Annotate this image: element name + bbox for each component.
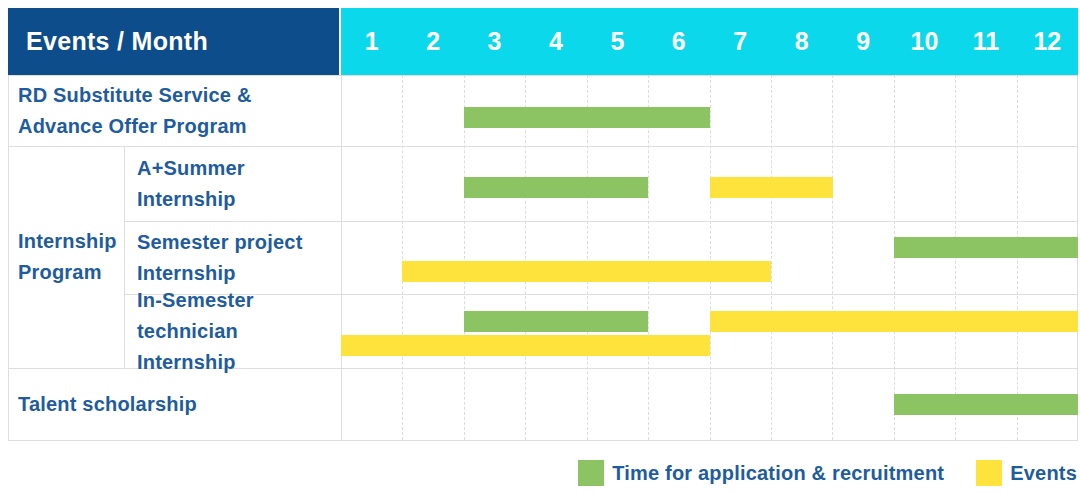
month-label-7: 7 [710, 27, 771, 56]
month-label-8: 8 [771, 27, 832, 56]
month-label-6: 6 [648, 27, 709, 56]
grid-line-month-7 [710, 75, 711, 440]
gantt-schedule-chart: Events / Month 1 2 3 4 5 6 7 8 9 10 11 1… [0, 0, 1080, 494]
legend-label-events: Events [1010, 462, 1077, 485]
month-label-12: 12 [1017, 27, 1078, 56]
grid-line-month-3 [464, 75, 465, 440]
legend-swatch-events [976, 460, 1002, 486]
bar-a-plus-summer-events-m7-m8 [710, 177, 833, 198]
bar-a-plus-summer-application-m3-m5 [464, 177, 648, 198]
row-label-line: Advance Offer Program [18, 111, 341, 142]
legend-swatch-application [578, 460, 604, 486]
bar-in-semester-events-m1-m6 [341, 335, 710, 356]
row-label-line: A+Summer [137, 153, 341, 184]
row-label-line: Internship [137, 184, 341, 215]
group-label-line: Program [18, 257, 124, 288]
legend-label-application: Time for application & recruitment [612, 462, 944, 485]
grid-line-month-6 [648, 75, 649, 440]
label-grid-divider [341, 75, 342, 440]
grid-line-month-8 [771, 75, 772, 440]
header-title: Events / Month [26, 27, 208, 56]
row-label-a-plus-summer: A+Summer Internship [124, 146, 341, 221]
month-label-3: 3 [464, 27, 525, 56]
row-label-talent-scholarship: Talent scholarship [8, 368, 341, 440]
header-title-cell: Events / Month [8, 8, 339, 75]
group-label-line: Internship [18, 226, 124, 257]
grid-line-month-4 [525, 75, 526, 440]
row-label-line: RD Substitute Service & [18, 80, 341, 111]
bar-rd-substitute-application-m3-m6 [464, 107, 710, 128]
grid-line-month-2 [402, 75, 403, 440]
legend: Time for application & recruitment Event… [578, 458, 1077, 488]
group-label-internship-program: Internship Program [8, 146, 124, 368]
month-label-4: 4 [525, 27, 586, 56]
header-month-row: 1 2 3 4 5 6 7 8 9 10 11 12 [341, 8, 1078, 75]
row-label-semester-project: Semester project Internship [124, 221, 341, 294]
month-label-10: 10 [894, 27, 955, 56]
bar-semester-project-events-m2-m7 [402, 261, 771, 282]
month-label-9: 9 [832, 27, 893, 56]
bar-in-semester-events-m7-m12 [710, 311, 1078, 332]
row-label-line: In-Semester [137, 285, 341, 316]
row-label-line: Talent scholarship [18, 389, 341, 420]
month-label-1: 1 [341, 27, 402, 56]
grid-line-month-9 [832, 75, 833, 440]
bar-semester-project-application-m10-m12 [894, 237, 1078, 258]
row-label-line: Semester project [137, 227, 341, 258]
bar-talent-scholarship-application-m10-m12 [894, 394, 1078, 415]
row-label-in-semester-technician: In-Semester technician Internship [124, 294, 341, 368]
row-label-rd-substitute: RD Substitute Service & Advance Offer Pr… [8, 75, 341, 146]
bar-in-semester-application-m3-m5 [464, 311, 648, 332]
table-bottom-border [8, 440, 1078, 441]
month-label-5: 5 [587, 27, 648, 56]
month-label-2: 2 [402, 27, 463, 56]
grid-line-month-5 [587, 75, 588, 440]
month-label-11: 11 [955, 27, 1016, 56]
